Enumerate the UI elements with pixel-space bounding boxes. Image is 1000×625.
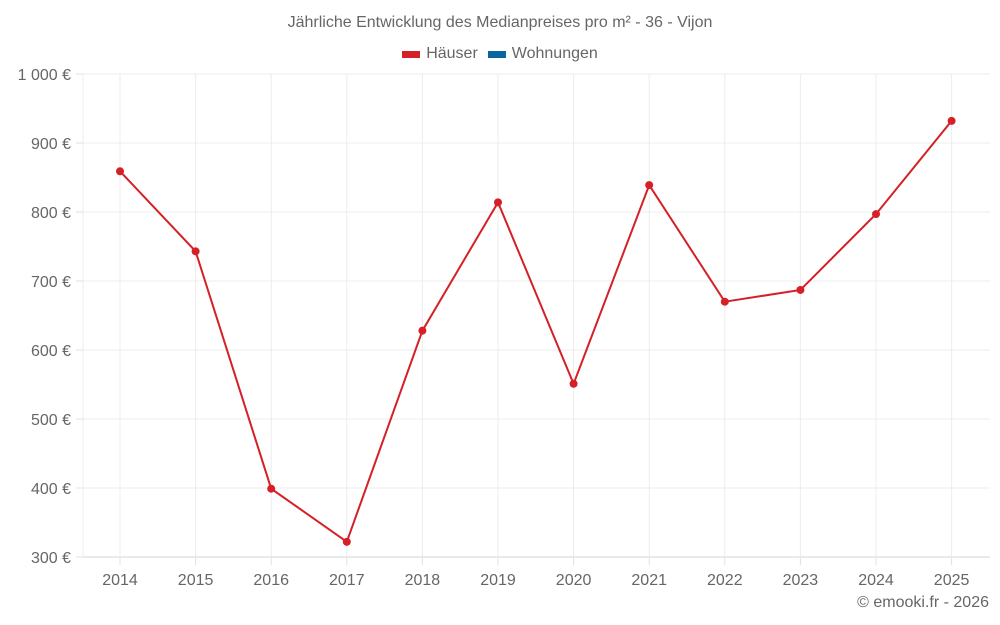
chart-title: Jährliche Entwicklung des Medianpreises … <box>287 14 713 31</box>
x-tick-label: 2023 <box>783 572 819 589</box>
legend-swatch-wohnungen <box>487 50 506 58</box>
y-tick-label: 300 € <box>31 550 71 567</box>
legend-label-wohnungen: Wohnungen <box>511 45 598 62</box>
x-tick-label: 2016 <box>253 572 289 589</box>
legend: Häuser Wohnungen <box>0 45 1000 63</box>
data-point <box>947 116 956 125</box>
data-point <box>720 297 729 306</box>
x-tick-label: 2017 <box>329 572 365 589</box>
x-tick-label: 2014 <box>102 572 138 589</box>
y-tick-label: 400 € <box>31 481 71 498</box>
y-tick-label: 800 € <box>31 205 71 222</box>
data-point <box>418 326 427 335</box>
data-point <box>872 210 880 219</box>
data-point <box>342 537 351 546</box>
x-tick-label: 2022 <box>707 572 743 589</box>
x-tick-label: 2024 <box>858 572 894 589</box>
data-point <box>796 285 805 294</box>
x-tick-label: 2021 <box>631 572 667 589</box>
legend-swatch-haeuser <box>402 50 421 58</box>
y-tick-label: 900 € <box>31 136 71 153</box>
data-point <box>116 167 124 176</box>
data-point <box>494 198 502 207</box>
legend-item-haeuser[interactable]: Häuser <box>402 45 478 63</box>
x-tick-label: 2020 <box>556 572 592 589</box>
x-tick-label: 2025 <box>934 572 970 589</box>
y-tick-label: 1 000 € <box>18 67 71 84</box>
y-tick-label: 500 € <box>31 412 71 429</box>
legend-item-wohnungen[interactable]: Wohnungen <box>487 45 598 63</box>
series-line-häuser <box>119 120 953 544</box>
copyright-credit: © emooki.fr - 2026 <box>857 594 989 611</box>
y-tick-label: 600 € <box>31 343 71 360</box>
data-point <box>645 181 654 190</box>
data-point <box>191 247 200 256</box>
x-tick-label: 2015 <box>178 572 214 589</box>
x-tick-label: 2018 <box>405 572 441 589</box>
data-point <box>267 484 276 493</box>
x-tick-label: 2019 <box>480 572 516 589</box>
y-tick-label: 700 € <box>31 274 71 291</box>
legend-label-haeuser: Häuser <box>426 45 478 62</box>
data-point <box>569 379 578 388</box>
